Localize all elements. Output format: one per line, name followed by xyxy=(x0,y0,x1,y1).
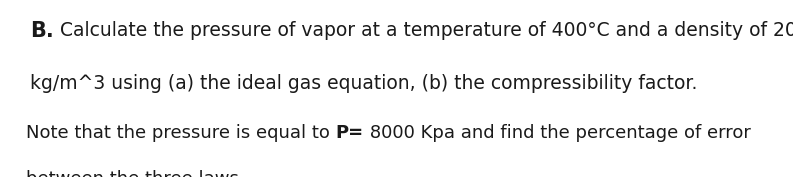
Text: kg/m^3 using (a) the ideal gas equation, (b) the compressibility factor.: kg/m^3 using (a) the ideal gas equation,… xyxy=(30,74,698,93)
Text: B.: B. xyxy=(30,21,54,41)
Text: 8000 Kpa and find the percentage of error: 8000 Kpa and find the percentage of erro… xyxy=(364,124,751,142)
Text: between the three laws.: between the three laws. xyxy=(26,170,245,177)
Text: Calculate the pressure of vapor at a temperature of 400°C and a density of 20: Calculate the pressure of vapor at a tem… xyxy=(54,21,793,40)
Text: P=: P= xyxy=(335,124,364,142)
Text: Note that the pressure is equal to: Note that the pressure is equal to xyxy=(26,124,335,142)
